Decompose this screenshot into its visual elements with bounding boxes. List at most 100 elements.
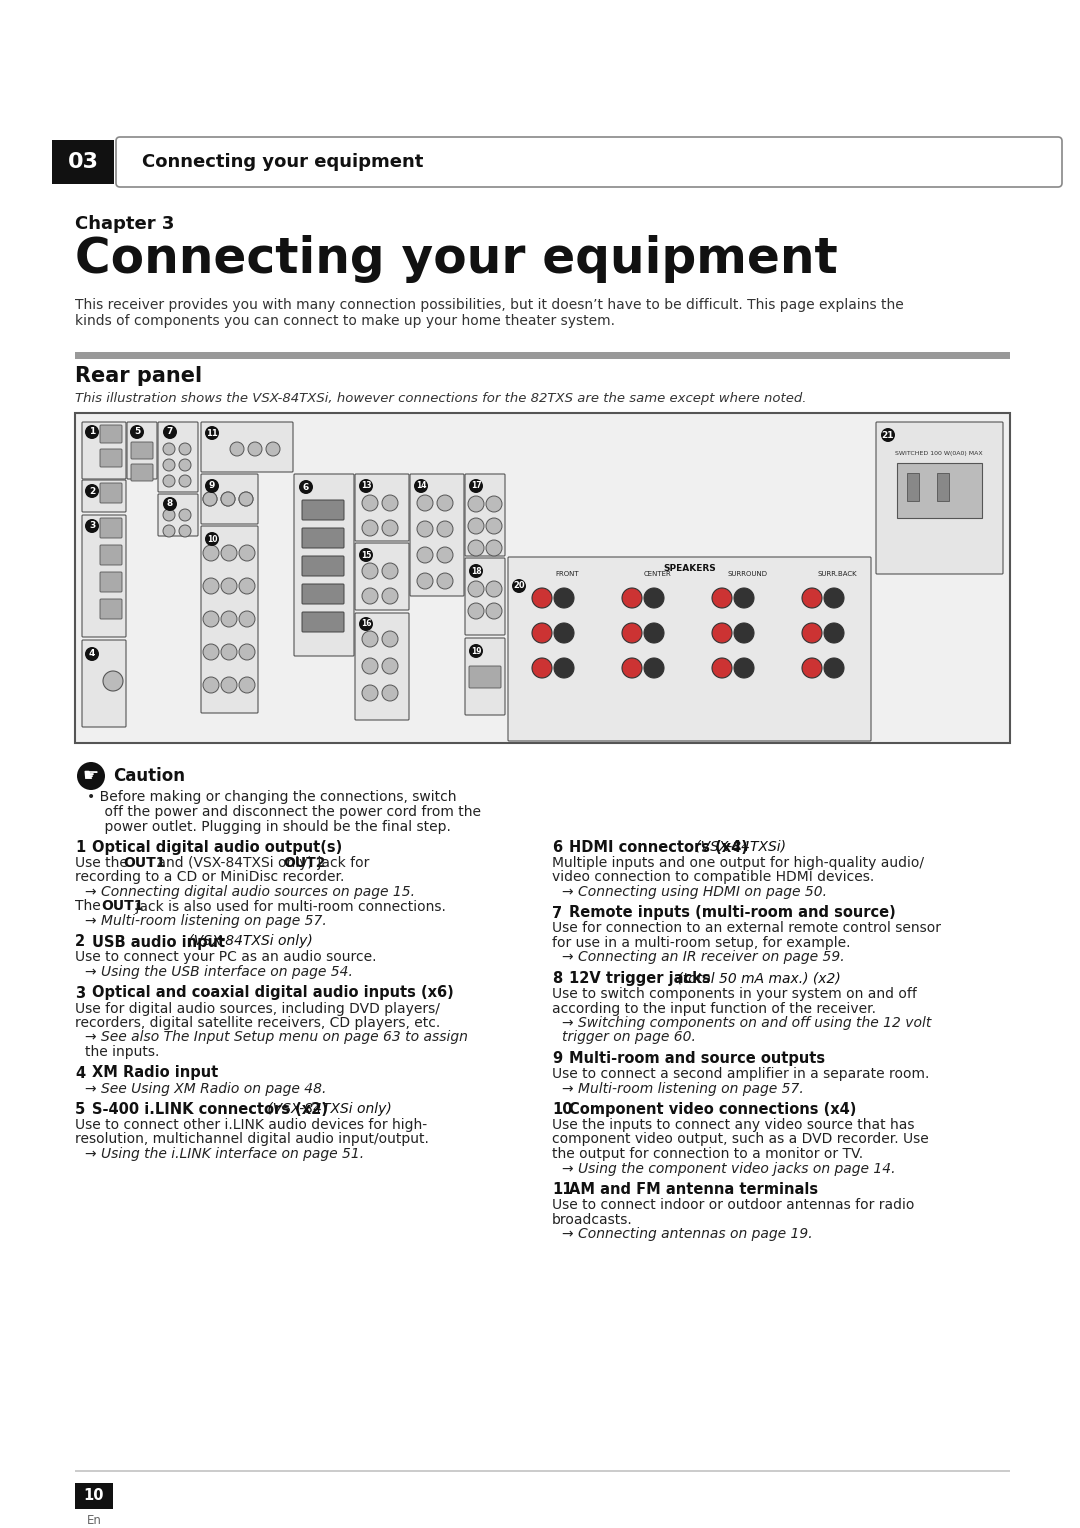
Circle shape <box>85 425 99 439</box>
Bar <box>75 413 1010 743</box>
Circle shape <box>248 442 262 455</box>
Circle shape <box>417 547 433 562</box>
FancyBboxPatch shape <box>82 515 126 637</box>
Circle shape <box>469 478 483 494</box>
Text: according to the input function of the receiver.: according to the input function of the r… <box>552 1001 876 1016</box>
Text: 1: 1 <box>89 428 95 437</box>
Text: The: The <box>75 900 105 914</box>
Text: component video output, such as a DVD recorder. Use: component video output, such as a DVD re… <box>552 1132 929 1146</box>
Circle shape <box>179 526 191 536</box>
Circle shape <box>362 495 378 510</box>
Bar <box>75 1470 1010 1471</box>
Text: 21: 21 <box>881 431 894 440</box>
Circle shape <box>203 492 217 506</box>
FancyBboxPatch shape <box>131 465 153 481</box>
Circle shape <box>622 623 642 643</box>
Circle shape <box>163 475 175 487</box>
Text: → Using the USB interface on page 54.: → Using the USB interface on page 54. <box>85 966 353 979</box>
Text: 2: 2 <box>75 935 85 949</box>
Text: 4: 4 <box>75 1065 85 1080</box>
Circle shape <box>486 539 502 556</box>
Text: 2: 2 <box>89 486 95 495</box>
Text: 16: 16 <box>361 619 372 628</box>
Circle shape <box>382 562 399 579</box>
Text: 19: 19 <box>471 646 482 656</box>
FancyBboxPatch shape <box>302 556 345 576</box>
Text: 8: 8 <box>552 970 563 986</box>
Text: → See Using XM Radio on page 48.: → See Using XM Radio on page 48. <box>85 1082 326 1096</box>
Text: SURROUND: SURROUND <box>727 571 767 578</box>
Circle shape <box>221 677 237 694</box>
Circle shape <box>203 545 219 561</box>
Circle shape <box>239 677 255 694</box>
FancyBboxPatch shape <box>465 639 505 715</box>
Text: Use to connect a second amplifier in a separate room.: Use to connect a second amplifier in a s… <box>552 1067 930 1080</box>
Circle shape <box>203 611 219 626</box>
Circle shape <box>85 646 99 662</box>
Text: SURR.BACK: SURR.BACK <box>818 571 856 578</box>
Text: 11: 11 <box>206 428 218 437</box>
Text: 03: 03 <box>67 151 98 173</box>
Circle shape <box>512 579 526 593</box>
FancyBboxPatch shape <box>82 422 126 478</box>
Text: Component video connections (x4): Component video connections (x4) <box>569 1102 856 1117</box>
Text: (VSX-84TXSi): (VSX-84TXSi) <box>691 840 786 854</box>
Text: 8: 8 <box>167 500 173 509</box>
Circle shape <box>469 564 483 578</box>
Text: Use to switch components in your system on and off: Use to switch components in your system … <box>552 987 917 1001</box>
Text: → Connecting an IR receiver on page 59.: → Connecting an IR receiver on page 59. <box>562 950 845 964</box>
FancyBboxPatch shape <box>100 599 122 619</box>
Circle shape <box>734 623 754 643</box>
Circle shape <box>85 520 99 533</box>
Text: → Connecting using HDMI on page 50.: → Connecting using HDMI on page 50. <box>562 885 827 898</box>
Circle shape <box>221 611 237 626</box>
Text: 11: 11 <box>552 1183 572 1196</box>
Circle shape <box>437 547 453 562</box>
Circle shape <box>532 588 552 608</box>
Text: 18: 18 <box>471 567 482 576</box>
Text: 5: 5 <box>134 428 140 437</box>
Text: 12V trigger jacks: 12V trigger jacks <box>569 970 711 986</box>
Text: Optical digital audio output(s): Optical digital audio output(s) <box>92 840 342 856</box>
Text: ☛: ☛ <box>83 767 99 785</box>
Text: USB audio input: USB audio input <box>92 935 225 949</box>
Text: power outlet. Plugging in should be the final step.: power outlet. Plugging in should be the … <box>87 821 450 834</box>
Text: Connecting your equipment: Connecting your equipment <box>141 153 423 171</box>
Circle shape <box>417 573 433 588</box>
Circle shape <box>299 480 313 494</box>
Circle shape <box>163 497 177 510</box>
Text: Use to connect your PC as an audio source.: Use to connect your PC as an audio sourc… <box>75 950 377 964</box>
Circle shape <box>644 588 664 608</box>
Text: Use for connection to an external remote control sensor: Use for connection to an external remote… <box>552 921 941 935</box>
Text: XM Radio input: XM Radio input <box>92 1065 218 1080</box>
Text: CENTER: CENTER <box>643 571 671 578</box>
Text: 15: 15 <box>361 550 372 559</box>
Circle shape <box>417 521 433 536</box>
Circle shape <box>532 659 552 678</box>
Circle shape <box>239 611 255 626</box>
Text: jack is also used for multi-room connections.: jack is also used for multi-room connect… <box>131 900 446 914</box>
Circle shape <box>362 631 378 646</box>
Text: 9: 9 <box>208 481 215 490</box>
Circle shape <box>712 623 732 643</box>
Circle shape <box>382 495 399 510</box>
FancyBboxPatch shape <box>355 613 409 720</box>
Circle shape <box>417 495 433 510</box>
Text: recording to a CD or MiniDisc recorder.: recording to a CD or MiniDisc recorder. <box>75 871 345 885</box>
FancyBboxPatch shape <box>158 494 198 536</box>
Circle shape <box>437 495 453 510</box>
Text: FRONT: FRONT <box>555 571 579 578</box>
FancyBboxPatch shape <box>469 666 501 688</box>
FancyBboxPatch shape <box>201 526 258 714</box>
Circle shape <box>554 623 573 643</box>
Text: • Before making or changing the connections, switch: • Before making or changing the connecti… <box>87 790 457 804</box>
Text: off the power and disconnect the power cord from the: off the power and disconnect the power c… <box>87 805 481 819</box>
Text: kinds of components you can connect to make up your home theater system.: kinds of components you can connect to m… <box>75 313 615 329</box>
FancyBboxPatch shape <box>355 474 409 541</box>
Circle shape <box>205 478 219 494</box>
Text: SPEAKERS: SPEAKERS <box>663 564 716 573</box>
Text: OUT1: OUT1 <box>123 856 165 869</box>
FancyBboxPatch shape <box>302 529 345 549</box>
Circle shape <box>239 545 255 561</box>
Text: 7: 7 <box>552 906 562 920</box>
